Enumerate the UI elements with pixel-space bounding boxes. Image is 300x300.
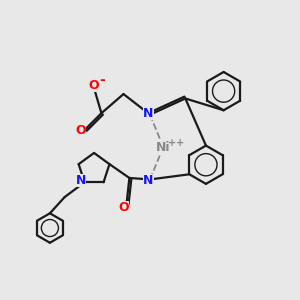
Text: N: N xyxy=(143,174,154,188)
Text: N: N xyxy=(143,107,154,120)
Text: -: - xyxy=(99,73,105,87)
Text: N: N xyxy=(76,174,86,187)
Text: O: O xyxy=(89,79,99,92)
Text: ++: ++ xyxy=(168,138,184,148)
Text: O: O xyxy=(76,124,86,137)
Text: Ni: Ni xyxy=(156,141,170,154)
Text: O: O xyxy=(118,201,129,214)
